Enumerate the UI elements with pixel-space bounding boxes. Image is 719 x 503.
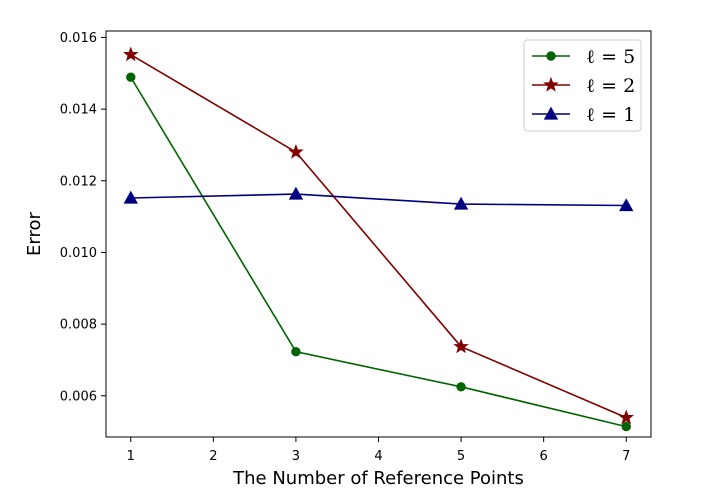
data-point — [453, 196, 469, 210]
data-point — [123, 190, 138, 204]
data-point — [453, 338, 469, 354]
data-point — [288, 143, 304, 159]
x-axis-title: The Number of Reference Points — [232, 468, 524, 489]
x-tick-label: 4 — [374, 449, 382, 464]
legend-marker — [543, 76, 559, 92]
series-line — [130, 76, 627, 428]
x-tick-label: 3 — [292, 449, 300, 464]
x-tick-label: 7 — [622, 449, 630, 464]
data-point — [291, 347, 301, 357]
series-layer — [123, 46, 634, 432]
y-tick-label: 0.010 — [60, 246, 97, 261]
legend-marker — [546, 51, 556, 61]
legend-label: ℓ = 2 — [586, 75, 635, 97]
legend-label: ℓ = 5 — [586, 46, 635, 68]
y-tick-label: 0.014 — [60, 103, 97, 118]
x-tick-label: 6 — [540, 449, 548, 464]
series-2 — [123, 46, 634, 425]
series-3 — [123, 186, 634, 212]
legend-marker — [543, 106, 559, 120]
data-point — [621, 421, 631, 432]
x-tick-label: 1 — [127, 449, 135, 464]
y-tick-label: 0.012 — [60, 174, 97, 189]
data-point — [618, 409, 634, 425]
legend-label: ℓ = 1 — [586, 104, 635, 126]
y-tick-label: 0.006 — [60, 389, 97, 404]
legend: ℓ = 5 ℓ = 2 ℓ = 1 — [523, 39, 642, 132]
plot-frame — [105, 30, 652, 438]
data-point — [288, 186, 304, 200]
series-line — [130, 193, 627, 207]
series-line — [130, 53, 627, 419]
legend-box — [523, 39, 642, 132]
data-point — [456, 382, 466, 392]
axes-layer: 1 2 3 4 5 6 7 0.006 0.008 0.010 0.012 0.014 0.016 — [60, 31, 631, 464]
x-tick-label: 5 — [457, 449, 465, 464]
data-point — [619, 198, 634, 212]
series-1 — [126, 72, 631, 432]
x-tick-label: 2 — [209, 449, 217, 464]
y-tick-label: 0.016 — [60, 31, 97, 46]
y-axis-title: Error — [24, 211, 45, 255]
data-point — [126, 72, 136, 82]
data-point — [123, 46, 139, 62]
y-tick-label: 0.008 — [60, 318, 97, 333]
